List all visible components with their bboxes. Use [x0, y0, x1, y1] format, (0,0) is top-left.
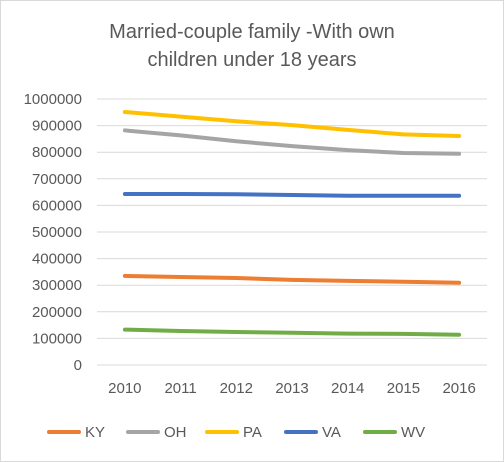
x-tick-label: 2010: [108, 380, 141, 397]
y-tick-label: 0: [74, 357, 82, 374]
y-tick-label: 700000: [32, 171, 82, 188]
y-tick-label: 400000: [32, 251, 82, 268]
legend-label-ky: KY: [85, 424, 105, 441]
y-tick-label: 200000: [32, 304, 82, 321]
series-lines: [122, 110, 462, 337]
x-tick-label: 2016: [442, 380, 475, 397]
legend-label-va: VA: [322, 424, 341, 441]
y-tick-label: 500000: [32, 224, 82, 241]
y-tick-label: 800000: [32, 144, 82, 161]
x-axis: 2010 2011 2012 2013 2014 2015 2016: [108, 380, 476, 397]
chart-title-line-1: Married-couple family -With own: [109, 21, 395, 43]
y-tick-label: 300000: [32, 277, 82, 294]
legend: KY OH PA VA WV: [47, 424, 425, 441]
legend-label-oh: OH: [164, 424, 187, 441]
series-line-va: [122, 192, 462, 198]
x-tick-label: 2013: [275, 380, 308, 397]
chart-title: Married-couple family -With own children…: [109, 21, 395, 71]
y-tick-label: 1000000: [24, 91, 82, 108]
y-tick-label: 600000: [32, 197, 82, 214]
y-tick-label: 900000: [32, 118, 82, 135]
series-line-pa: [122, 110, 462, 138]
legend-label-pa: PA: [243, 424, 262, 441]
y-axis: 0 100000 200000 300000 400000 500000 600000 700…: [24, 91, 82, 374]
series-line-ky: [122, 273, 462, 285]
y-tick-label: 100000: [32, 330, 82, 347]
series-line-wv: [122, 327, 462, 337]
x-tick-label: 2012: [220, 380, 253, 397]
gridlines: [97, 98, 487, 366]
x-tick-label: 2011: [164, 380, 196, 397]
chart-title-line-2: children under 18 years: [147, 49, 356, 71]
x-tick-label: 2015: [387, 380, 420, 397]
series-line-oh: [122, 128, 462, 156]
legend-label-wv: WV: [401, 424, 425, 441]
x-tick-label: 2014: [331, 380, 364, 397]
